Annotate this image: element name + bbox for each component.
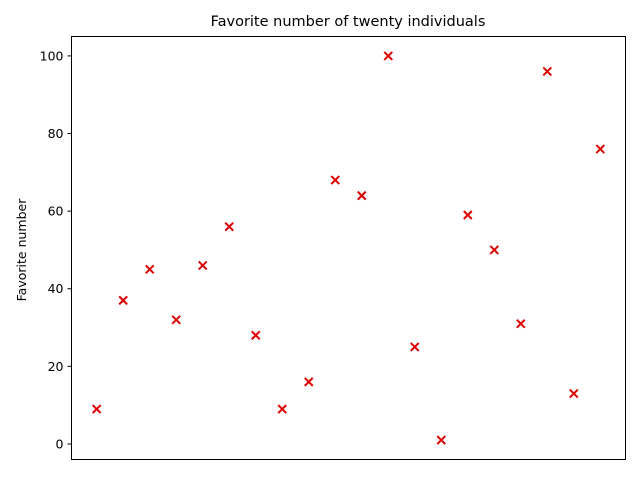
data-point-stroke (251, 330, 261, 341)
y-axis-ticks: 0 20 40 60 80 100 (40, 48, 72, 451)
data-point (357, 190, 367, 201)
data-point-stroke (436, 435, 446, 445)
data-point-stroke (91, 404, 102, 414)
data-point (516, 318, 526, 329)
data-point (436, 435, 446, 445)
data-point (144, 264, 155, 275)
data-point (91, 404, 102, 414)
data-point-stroke (383, 51, 393, 61)
data-point (383, 51, 393, 61)
data-point-stroke (118, 295, 128, 306)
data-point-stroke (595, 144, 606, 154)
data-point-stroke (569, 388, 579, 399)
y-tick-label: 80 (48, 126, 64, 141)
y-axis-label: Favorite number (14, 198, 29, 302)
data-point-stroke (330, 175, 340, 185)
data-point (489, 245, 499, 255)
data-point-stroke (489, 245, 499, 255)
data-point-stroke (542, 66, 553, 77)
y-tick-label: 100 (40, 48, 64, 63)
data-point (330, 175, 340, 185)
data-point (595, 144, 606, 154)
data-point (251, 330, 261, 341)
data-point-stroke (410, 342, 420, 352)
data-point-stroke (516, 318, 526, 329)
data-point-stroke (198, 260, 208, 271)
data-point-stroke (304, 377, 314, 387)
data-point (198, 260, 208, 271)
data-point-stroke (224, 221, 234, 232)
y-tick-label: 0 (56, 436, 64, 451)
data-points (91, 51, 606, 445)
y-tick-label: 60 (48, 204, 64, 219)
data-point-stroke (357, 190, 367, 201)
chart-title: Favorite number of twenty individuals (211, 14, 486, 30)
data-point-stroke (277, 404, 287, 414)
data-point-stroke (171, 315, 181, 325)
data-point-stroke (144, 264, 155, 275)
data-point (569, 388, 579, 399)
data-point-stroke (463, 210, 473, 220)
data-point (171, 315, 181, 325)
data-point (224, 221, 234, 232)
data-point (304, 377, 314, 387)
data-point (277, 404, 287, 414)
plot-frame (71, 36, 626, 460)
data-point (542, 66, 553, 77)
y-tick-label: 40 (48, 281, 64, 296)
data-point (118, 295, 128, 306)
y-tick-label: 20 (48, 359, 64, 374)
data-point (463, 210, 473, 220)
data-point (410, 342, 420, 352)
